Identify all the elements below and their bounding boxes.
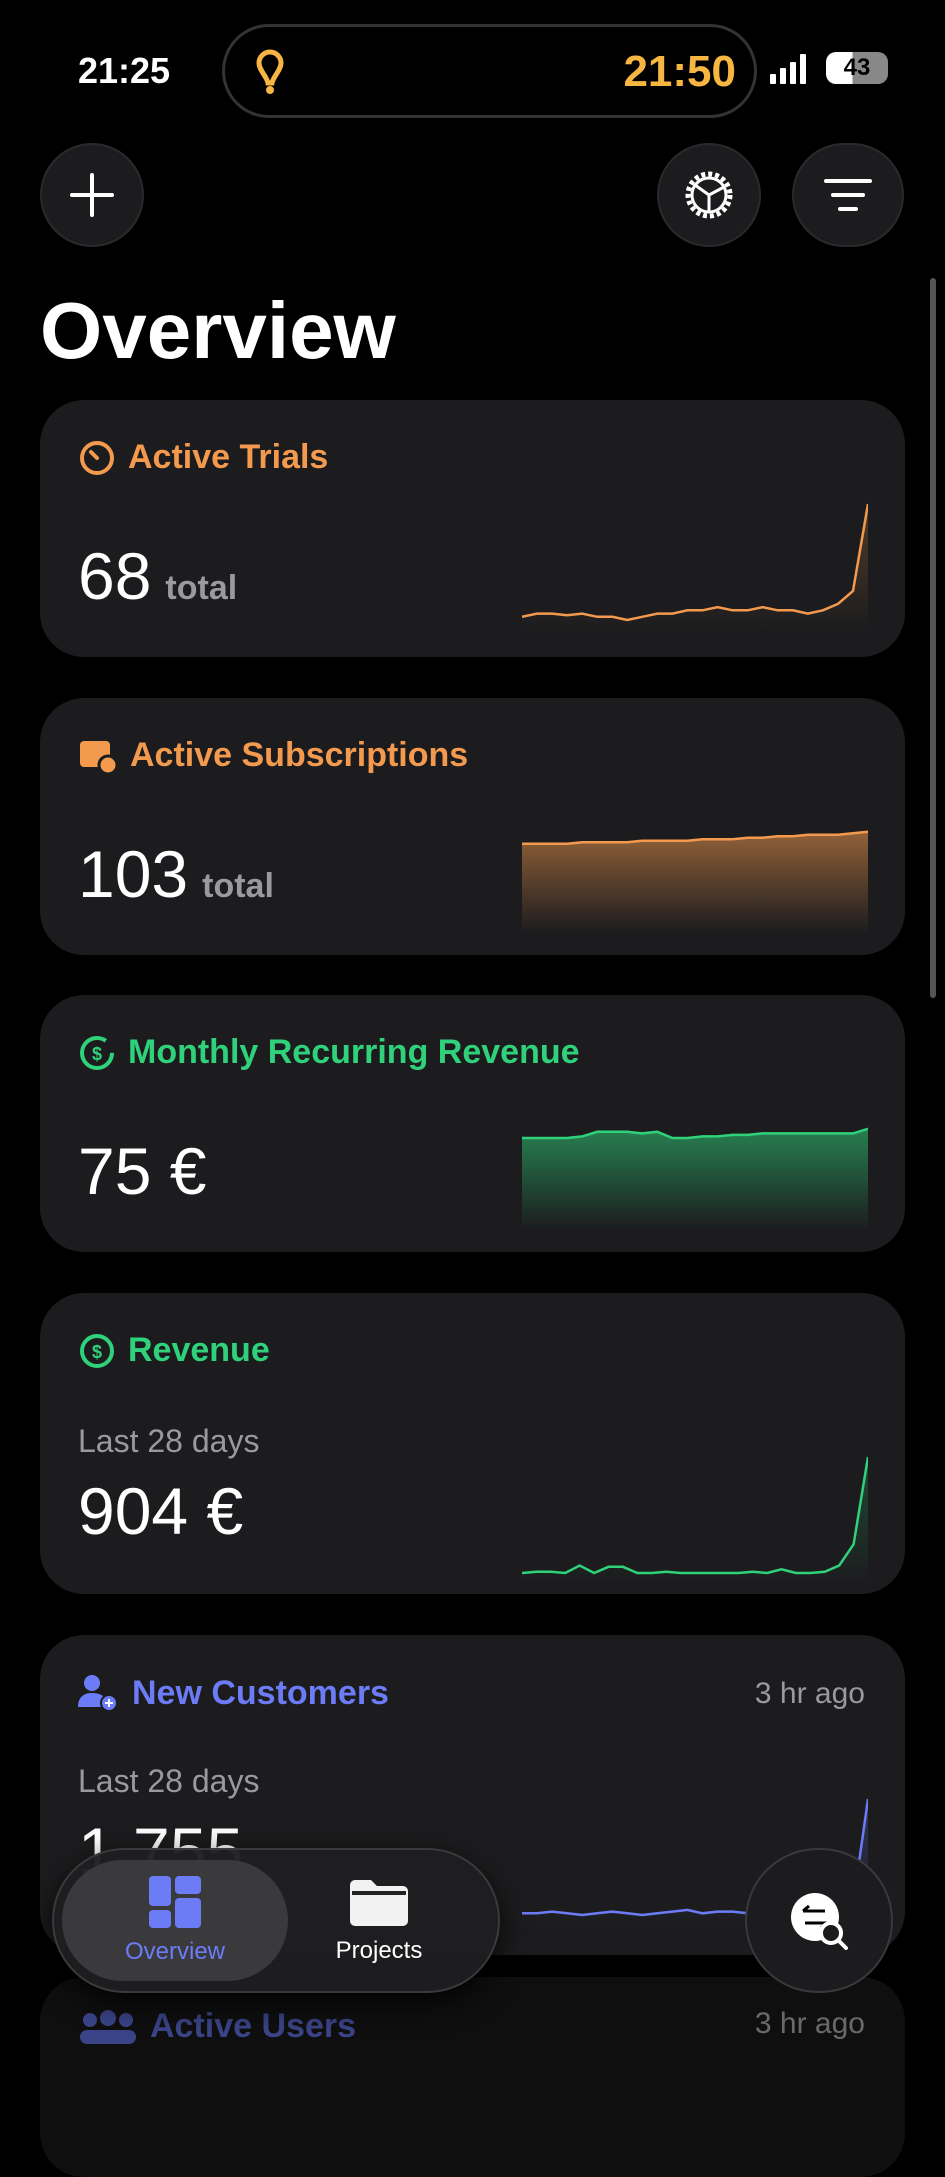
tab-label: Overview bbox=[124, 1937, 226, 1965]
folder-icon bbox=[350, 1879, 408, 1926]
calendar-clock-icon bbox=[80, 740, 118, 775]
person-add-icon bbox=[78, 1675, 118, 1712]
sparkline-area bbox=[522, 1457, 868, 1583]
sparkline-chart bbox=[522, 1456, 868, 1583]
people-icon bbox=[80, 2009, 136, 2044]
card-mrr[interactable]: $ Monthly Recurring Revenue 75 € bbox=[40, 995, 905, 1252]
recurring-dollar-icon: $ bbox=[80, 1035, 114, 1070]
sparkline-line bbox=[522, 1456, 868, 1575]
card-value: 103 bbox=[78, 837, 189, 911]
card-active-trials[interactable]: Active Trials 68 total bbox=[40, 400, 905, 657]
card-value: 75 € bbox=[78, 1134, 207, 1208]
card-subtitle: Last 28 days bbox=[78, 1763, 260, 1799]
sparkline-chart bbox=[522, 503, 868, 630]
card-revenue[interactable]: $ Revenue Last 28 days 904 € bbox=[40, 1293, 905, 1594]
sparkline-area bbox=[522, 831, 868, 933]
card-title: Active Users bbox=[150, 2007, 357, 2045]
switch-search-icon bbox=[791, 1892, 848, 1950]
card-subtitle: Last 28 days bbox=[78, 1423, 260, 1459]
card-active-users[interactable]: Active Users 3 hr ago bbox=[40, 1977, 905, 2177]
sparkline-area bbox=[522, 1128, 868, 1230]
switch-search-button[interactable] bbox=[745, 1848, 893, 1993]
card-value: 68 bbox=[78, 539, 152, 613]
card-title: Active Subscriptions bbox=[130, 736, 469, 774]
tab-label: Projects bbox=[335, 1936, 423, 1964]
card-title: Monthly Recurring Revenue bbox=[128, 1033, 580, 1071]
battery-icon: 43 bbox=[826, 52, 888, 84]
signal-icon bbox=[770, 54, 806, 84]
svg-text:$: $ bbox=[92, 1342, 102, 1362]
sparkline-chart bbox=[522, 1127, 868, 1230]
tab-bar: Overview Projects bbox=[52, 1848, 500, 1993]
settings-button[interactable] bbox=[657, 143, 761, 247]
card-value: 904 € bbox=[78, 1474, 244, 1548]
card-title: New Customers bbox=[132, 1673, 389, 1712]
card-active-subscriptions[interactable]: Active Subscriptions 103 total bbox=[40, 698, 905, 955]
timer-icon bbox=[80, 440, 114, 475]
sparkline-line bbox=[522, 503, 868, 622]
scrollbar[interactable] bbox=[930, 278, 936, 998]
card-unit: total bbox=[165, 569, 238, 607]
tab-overview[interactable]: Overview bbox=[62, 1860, 288, 1981]
sparkline-line bbox=[522, 1127, 868, 1140]
gear-icon bbox=[685, 171, 733, 219]
card-updated: 3 hr ago bbox=[754, 2007, 865, 2040]
card-title: Revenue bbox=[128, 1331, 270, 1369]
dynamic-island-activity[interactable]: 21:50 bbox=[222, 24, 757, 118]
dollar-circle-icon: $ bbox=[80, 1333, 114, 1368]
sparkline-line bbox=[522, 830, 868, 845]
tab-projects[interactable]: Projects bbox=[266, 1860, 492, 1981]
add-button[interactable] bbox=[40, 143, 144, 247]
card-unit: total bbox=[202, 867, 274, 905]
dashboard-icon bbox=[149, 1875, 201, 1928]
status-time: 21:25 bbox=[78, 50, 171, 91]
filter-button[interactable] bbox=[792, 143, 904, 247]
page-title: Overview bbox=[40, 286, 396, 375]
card-title: Active Trials bbox=[128, 438, 329, 476]
location-pin-icon bbox=[256, 49, 284, 94]
svg-text:$: $ bbox=[92, 1044, 102, 1064]
activity-time: 21:50 bbox=[623, 47, 736, 96]
card-updated: 3 hr ago bbox=[754, 1677, 865, 1710]
filter-icon bbox=[824, 179, 872, 211]
plus-icon bbox=[70, 173, 114, 217]
sparkline-area bbox=[522, 504, 868, 630]
sparkline-chart bbox=[522, 830, 868, 933]
